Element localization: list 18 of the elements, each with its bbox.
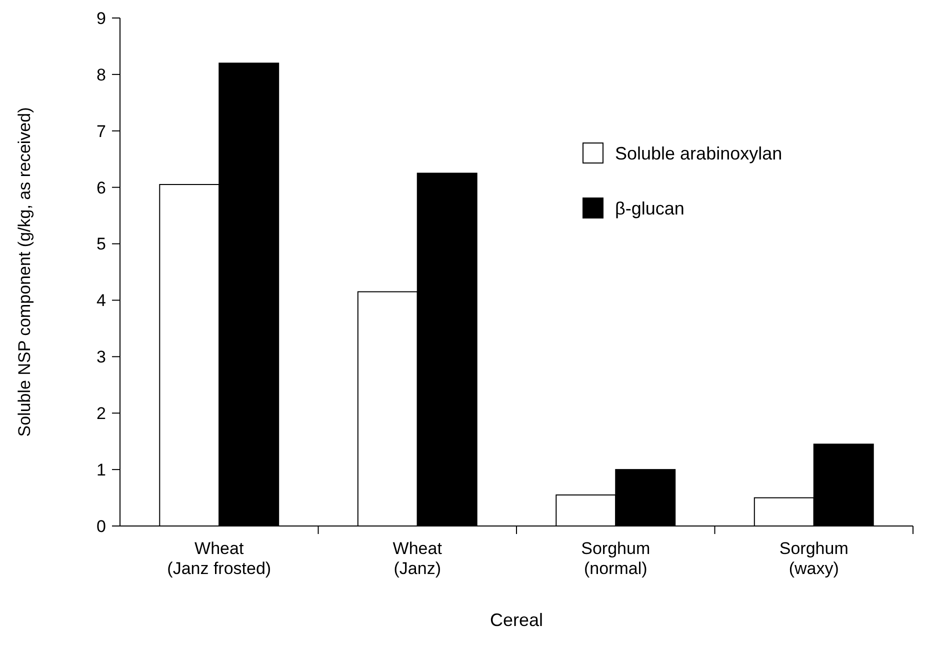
y-axis-title: Soluble NSP component (g/kg, as received) [15, 107, 34, 437]
x-tick-label: Sorghum (waxy) [779, 539, 848, 578]
x-tick-label: Sorghum (normal) [581, 539, 650, 578]
x-axis-title: Cereal [490, 610, 544, 630]
y-tick-label: 1 [96, 460, 106, 480]
legend-label: Soluble arabinoxylan [615, 143, 782, 164]
x-tick-label: Wheat (Janz frosted) [167, 539, 272, 578]
y-tick-label: 7 [96, 122, 106, 141]
y-tick-label: 0 [96, 516, 106, 536]
y-tick-label: 3 [96, 348, 106, 367]
y-tick-label: 6 [96, 178, 106, 198]
legend-label: β-glucan [615, 198, 684, 218]
y-tick-label: 4 [96, 291, 106, 310]
y-tick-label: 9 [96, 8, 106, 28]
x-tick-label: Wheat (Janz) [392, 539, 442, 578]
y-tick-label: 8 [96, 65, 106, 84]
y-tick-label: 5 [96, 234, 106, 254]
y-tick-label: 2 [96, 404, 106, 424]
